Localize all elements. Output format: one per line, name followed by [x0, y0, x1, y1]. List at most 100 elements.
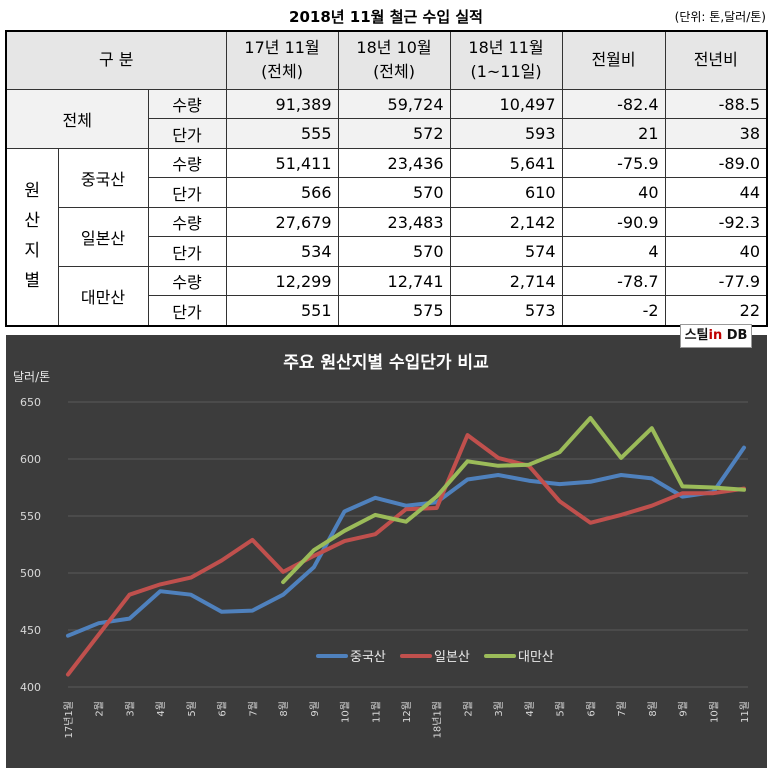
row-label: 수량 [147, 206, 227, 238]
cell: 40 [664, 236, 768, 267]
series-line [66, 445, 746, 638]
cell: 91,389 [225, 88, 339, 120]
x-tick-label: 2월 [462, 701, 474, 717]
x-tick-label: 5월 [555, 701, 567, 717]
cell: 593 [449, 118, 563, 149]
title-row: 2018년 11월 철근 수입 실적 (단위: 톤,달러/톤) [0, 0, 772, 30]
x-tick-label: 11월 [739, 701, 751, 723]
y-tick-label: 550 [20, 510, 41, 523]
x-tick-label: 5월 [186, 701, 198, 717]
cell: 573 [449, 295, 563, 327]
x-tick-label: 9월 [678, 701, 690, 717]
x-tick-label: 2월 [94, 701, 106, 717]
x-tick-label: 11월 [370, 701, 382, 723]
cell: 40 [561, 177, 666, 208]
x-tick-label: 17년1월 [63, 701, 75, 739]
x-tick-label: 12월 [401, 701, 413, 723]
cell: 12,741 [337, 265, 451, 297]
chart-title: 주요 원산지별 수입단가 비교 [283, 353, 489, 373]
x-tick-label: 7월 [247, 701, 259, 717]
cell: 572 [337, 118, 451, 149]
import-table: 구 분 17년 11월 (전체) 18년 10월 (전체) 18년 11월 (1~11… [5, 30, 769, 327]
cell: 575 [337, 295, 451, 327]
cell: -2 [561, 295, 666, 327]
cell: 534 [225, 236, 339, 267]
cell: 2,142 [449, 206, 563, 238]
cell: 5,641 [449, 147, 563, 179]
cell: -89.0 [664, 147, 768, 179]
row-label: 수량 [147, 147, 227, 179]
col-header: 전년비 [664, 30, 768, 90]
x-tick-label: 8월 [647, 701, 659, 717]
series-line [281, 416, 746, 585]
row-label: 단가 [147, 295, 227, 327]
cell: 10,497 [449, 88, 563, 120]
x-tick-label: 6월 [217, 701, 229, 717]
x-tick-label: 10월 [340, 701, 352, 723]
row-label: 수량 [147, 88, 227, 120]
cell: 38 [664, 118, 768, 149]
cell: -92.3 [664, 206, 768, 238]
page-title: 2018년 11월 철근 수입 실적 [289, 8, 483, 26]
row-group-total: 전체 [5, 88, 149, 149]
series-line [66, 433, 746, 677]
price-chart: 주요 원산지별 수입단가 비교 달러/톤 400 450 500 550 600 650 17년… [6, 335, 767, 768]
col-header: 전월비 [561, 30, 666, 90]
cell: 610 [449, 177, 563, 208]
cell: 566 [225, 177, 339, 208]
origin-label: 대만산 [57, 265, 149, 327]
cell: 59,724 [337, 88, 451, 120]
unit-label: (단위: 톤,달러/톤) [674, 10, 766, 24]
col-header: 18년 11월 (1~11일) [449, 30, 563, 90]
col-header: 18년 10월 (전체) [337, 30, 451, 90]
table-row: 단가 566 570 610 40 44 [6, 177, 768, 208]
col-group-header: 구 분 [5, 30, 227, 90]
x-tick-label: 4월 [155, 701, 167, 717]
table-row: 단가 555 572 593 21 38 [6, 118, 768, 149]
table-row: 단가 551 575 573 -2 22 [6, 295, 768, 327]
row-label: 단가 [147, 118, 227, 149]
cell: 23,483 [337, 206, 451, 238]
legend-entry: 일본산 [434, 650, 470, 665]
origin-label: 일본산 [57, 206, 149, 267]
cell: -77.9 [664, 265, 768, 297]
y-tick-label: 500 [20, 567, 41, 580]
row-label: 단가 [147, 177, 227, 208]
cell: -90.9 [561, 206, 666, 238]
x-tick-label: 8월 [278, 701, 290, 717]
y-tick-label: 400 [20, 681, 41, 694]
cell: -82.4 [561, 88, 666, 120]
x-tick-label: 10월 [708, 701, 720, 723]
cell: 551 [225, 295, 339, 327]
table-row: 일본산 수량 27,679 23,483 2,142 -90.9 -92.3 [6, 206, 768, 267]
x-tick-label: 3월 [493, 701, 505, 717]
row-label: 수량 [147, 265, 227, 297]
cell: 22 [664, 295, 768, 327]
cell: 21 [561, 118, 666, 149]
legend-entry: 대만산 [518, 650, 554, 665]
row-label: 단가 [147, 236, 227, 267]
cell: 574 [449, 236, 563, 267]
x-tick-label: 18년1월 [432, 701, 444, 739]
x-tick-label: 9월 [309, 701, 321, 717]
col-header: 17년 11월 (전체) [225, 30, 339, 90]
table-header-row: 구 분 17년 11월 (전체) 18년 10월 (전체) 18년 11월 (1~11… [5, 30, 768, 90]
x-tick-label: 3월 [124, 701, 136, 717]
y-tick-label: 650 [20, 396, 41, 409]
watermark-logo: 스틸in DB [680, 324, 752, 348]
cell: 44 [664, 177, 768, 208]
cell: 23,436 [337, 147, 451, 179]
cell: 555 [225, 118, 339, 149]
cell: 51,411 [225, 147, 339, 179]
cell: 4 [561, 236, 666, 267]
legend-entry: 중국산 [350, 650, 386, 665]
origin-label: 중국산 [57, 147, 149, 208]
cell: -88.5 [664, 88, 768, 120]
x-tick-label: 6월 [585, 701, 597, 717]
cell: 570 [337, 236, 451, 267]
table-row: 전체 수량 91,389 59,724 10,497 -82.4 -88.5 [5, 88, 768, 149]
cell: -78.7 [561, 265, 666, 297]
y-axis-label: 달러/톤 [13, 370, 50, 384]
cell: 570 [337, 177, 451, 208]
